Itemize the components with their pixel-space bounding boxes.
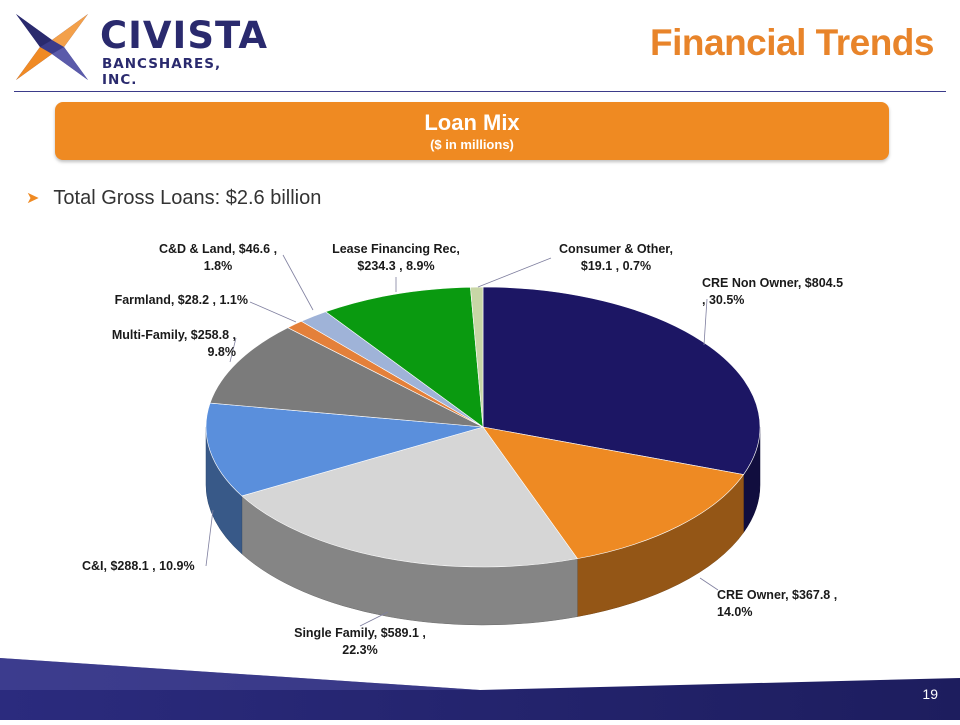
- pie-side-walls: [205, 426, 761, 626]
- pie-label: 9.8%: [208, 345, 237, 359]
- footer-band: 19: [0, 640, 960, 720]
- pie-label: $234.3 , 8.9%: [357, 259, 434, 273]
- leader-line: [282, 254, 314, 311]
- pie-label: $19.1 , 0.7%: [581, 259, 651, 273]
- banner-subtitle: ($ in millions): [430, 137, 514, 152]
- pie-label: 14.0%: [717, 605, 752, 619]
- pie-label: Multi-Family, $258.8 ,: [112, 328, 236, 342]
- bullet-arrow-icon: ➤: [26, 190, 40, 207]
- pie-label: Farmland, $28.2 , 1.1%: [115, 293, 248, 307]
- pie-slice-consumer-other: [470, 286, 484, 428]
- leader-line: [477, 257, 552, 288]
- footer-graphic: [0, 658, 960, 720]
- pie-label: 22.3%: [342, 643, 377, 657]
- pie-slice-single-family: [241, 426, 578, 568]
- leader-line: [249, 301, 297, 323]
- leader-line: [699, 577, 719, 591]
- pie-slice-cre-owner: [482, 426, 745, 559]
- logo-subtitle: BANCSHARES, INC.: [102, 56, 222, 88]
- pie-label: Consumer & Other,: [559, 242, 673, 256]
- pie-slice-c-i: [205, 402, 484, 497]
- pie-label: Single Family, $589.1 ,: [294, 626, 426, 640]
- leader-line: [229, 337, 237, 363]
- pie-label: C&I, $288.1 , 10.9%: [82, 559, 195, 573]
- leader-line: [205, 509, 214, 567]
- pie-slice-cre-non-owner: [482, 286, 761, 475]
- leader-line: [703, 298, 708, 346]
- pie-slice-multi-family: [209, 327, 484, 428]
- pie-label: 1.8%: [204, 259, 233, 273]
- pie-label: CRE Owner, $367.8 ,: [717, 588, 837, 602]
- pie-slices: [205, 286, 761, 568]
- pie-label: CRE Non Owner, $804.5: [702, 276, 843, 290]
- civista-logo: CIVISTA BANCSHARES, INC.: [12, 12, 267, 88]
- logo-wordmark: CIVISTA: [100, 14, 268, 57]
- page-title: Financial Trends: [650, 22, 934, 63]
- pie-label: C&D & Land, $46.6 ,: [159, 242, 277, 256]
- header-divider: [14, 91, 946, 92]
- pie-labels: CRE Non Owner, $804.5 , 30.5% CRE Owner, $…: [82, 242, 843, 657]
- pie-slice-lease-financing-rec: [325, 286, 484, 428]
- bullet-text: Total Gross Loans: $2.6 billion: [53, 187, 322, 209]
- pie-label: Lease Financing Rec,: [332, 242, 460, 256]
- banner-title: Loan Mix: [424, 110, 520, 135]
- pie-label: , 30.5%: [702, 293, 744, 307]
- page-number: 19: [922, 686, 938, 702]
- loan-mix-banner: Loan Mix ($ in millions): [55, 102, 889, 160]
- civista-star-icon: [16, 14, 88, 80]
- leader-line: [359, 611, 389, 627]
- total-loans-bullet: ➤ Total Gross Loans: $2.6 billion: [26, 187, 321, 210]
